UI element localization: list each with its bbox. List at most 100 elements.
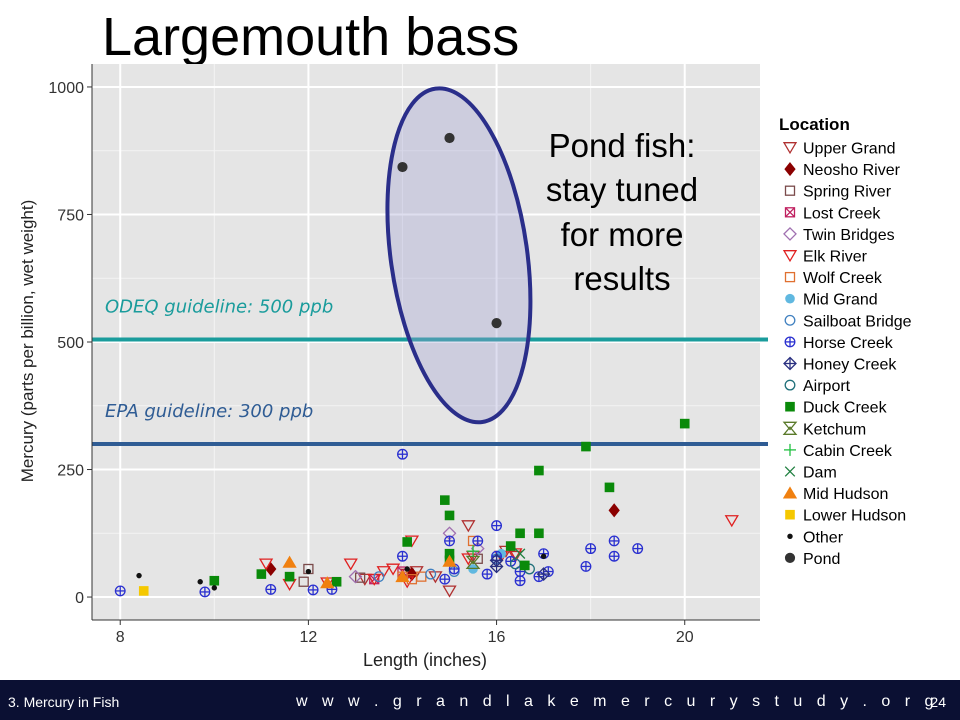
point-horse-creek (114, 585, 126, 597)
footer-section: 3. Mercury in Fish (8, 694, 120, 710)
legend: Location Upper Grand Neosho River Spring Ri… (779, 115, 912, 568)
legend-label: Honey Creek (803, 357, 897, 374)
legend-key-horse-creek (784, 336, 796, 348)
guideline-layer: ODEQ guideline: 500 ppb EPA guideline: 30… (92, 296, 768, 447)
legend-label: Lost Creek (803, 205, 881, 222)
point-sailboat-bridge (425, 568, 437, 580)
legend-key-mid-hudson (782, 486, 798, 499)
legend-key-lost-creek (784, 207, 796, 218)
legend-key-other (787, 533, 793, 539)
pond-ellipse-layer (385, 86, 533, 425)
legend-key-airport (784, 379, 796, 391)
legend-key-ketchum (782, 421, 798, 435)
y-tick-label: 250 (57, 463, 84, 480)
legend-key-twin-bridges (783, 226, 797, 241)
point-horse-creek (491, 520, 503, 532)
point-horse-creek (481, 568, 493, 580)
point-mid-hudson (395, 569, 410, 583)
point-elk-river (724, 515, 739, 528)
legend-key-spring-river (784, 185, 796, 196)
legend-label: Pond (803, 551, 840, 568)
point-horse-creek (632, 543, 644, 555)
point-pond (444, 132, 455, 144)
legend-key-dam (784, 466, 796, 477)
legend-key-neosho-river (784, 162, 796, 177)
point-sailboat-bridge (373, 571, 385, 583)
legend-key-wolf-creek (784, 271, 796, 283)
x-tick-label: 12 (299, 629, 317, 646)
point-horse-creek (444, 535, 455, 547)
point-duck-creek (519, 560, 530, 571)
legend-label: Neosho River (803, 162, 901, 179)
point-horse-creek (585, 543, 597, 555)
annotation-line: Pond fish: (549, 127, 696, 164)
point-elk-river (385, 563, 401, 576)
x-axis-label: Length (inches) (363, 650, 487, 670)
guideline-label-1: EPA guideline: 300 ppb (105, 401, 313, 422)
legend-label: Wolf Creek (803, 270, 883, 287)
legend-key-pond (784, 552, 796, 564)
annotation-line: stay tuned (546, 171, 698, 208)
point-horse-creek (514, 575, 526, 587)
point-honey-creek (489, 553, 504, 568)
legend-key-lower-hudson (785, 509, 795, 520)
point-other (136, 572, 142, 579)
point-duck-creek (515, 528, 525, 539)
legend-label: Mid Grand (803, 292, 878, 309)
point-duck-creek (402, 537, 412, 547)
legend-label: Horse Creek (803, 335, 894, 352)
legend-title: Location (779, 115, 850, 134)
legend-label: Twin Bridges (803, 227, 895, 244)
legend-label: Spring River (803, 184, 892, 201)
point-duck-creek (440, 495, 450, 505)
point-other (404, 566, 410, 572)
point-duck-creek (534, 528, 544, 539)
legend-label: Sailboat Bridge (803, 313, 912, 330)
point-pond (397, 161, 408, 173)
point-honey-creek (536, 567, 551, 582)
point-horse-creek (472, 535, 484, 547)
point-horse-creek (608, 535, 620, 547)
legend-label: Cabin Creek (803, 443, 893, 460)
point-duck-creek (444, 510, 455, 521)
x-tick-label: 16 (488, 629, 506, 646)
scatter-chart: ODEQ guideline: 500 ppb EPA guideline: 30… (18, 64, 912, 670)
point-other (211, 585, 218, 591)
major-grid (92, 64, 760, 620)
point-other (540, 553, 547, 559)
point-horse-creek (397, 550, 408, 562)
axes: 8 12 16 20 0 250 500 750 1000 (48, 64, 760, 646)
legend-key-honey-creek (783, 356, 797, 371)
y-tick-label: 750 (57, 207, 84, 224)
legend-label: Upper Grand (803, 141, 896, 158)
legend-label: Airport (803, 378, 851, 395)
point-duck-creek (604, 482, 615, 493)
point-horse-creek (439, 573, 451, 585)
legend-key-cabin-creek (784, 443, 796, 456)
y-axis-label: Mercury (parts per billion, wet weight) (18, 200, 37, 482)
point-twin-bridges (470, 541, 485, 556)
legend-label: Other (803, 529, 844, 546)
point-duck-creek (284, 571, 295, 582)
point-horse-creek (307, 584, 319, 596)
point-horse-creek (199, 586, 211, 598)
point-duck-creek (331, 576, 342, 587)
footer-url: w w w . g r a n d l a k e m e r c u r y … (296, 693, 939, 710)
point-lower-hudson (138, 586, 149, 596)
point-neosho-river (608, 503, 620, 518)
point-duck-creek (256, 569, 267, 579)
legend-label: Ketchum (803, 421, 866, 438)
x-tick-label: 20 (676, 629, 694, 646)
annotation-line: for more (561, 216, 684, 253)
y-tick-label: 0 (75, 590, 84, 607)
point-duck-creek (581, 441, 591, 452)
point-duck-creek (534, 465, 544, 476)
point-mid-hudson (282, 555, 297, 568)
x-tick-label: 8 (116, 629, 125, 646)
legend-key-sailboat-bridge (784, 314, 796, 326)
legend-key-elk-river (782, 250, 798, 263)
point-elk-river (258, 558, 274, 571)
legend-key-upper-grand (782, 142, 798, 155)
point-horse-creek (580, 560, 592, 572)
legend-label: Mid Hudson (803, 486, 888, 503)
